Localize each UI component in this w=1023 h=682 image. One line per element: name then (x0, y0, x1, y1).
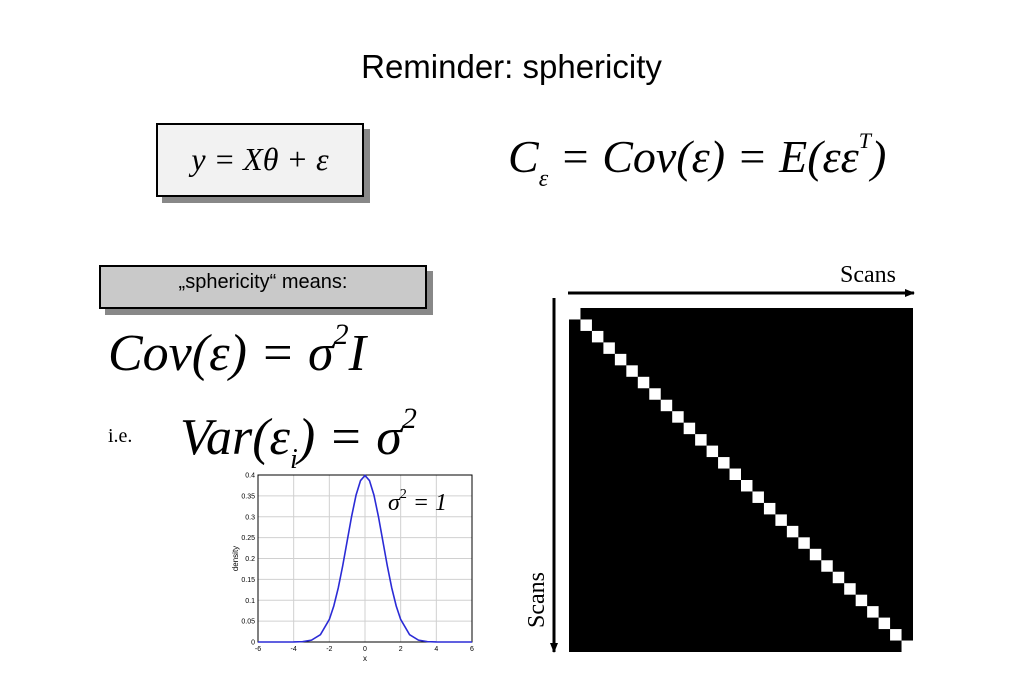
sigma-rest: = 1 (406, 490, 448, 516)
diagonal-cell (718, 457, 730, 469)
sph-identity: I (348, 325, 366, 382)
diagonal-cell (580, 319, 592, 331)
model-equation-box (156, 123, 364, 197)
sigma-base: σ (388, 490, 400, 516)
diagonal-cell (649, 388, 661, 400)
var-rest: ) = σ (297, 409, 402, 466)
y-tick-label: 0.35 (241, 493, 255, 500)
sph-superscript: 2 (333, 318, 349, 351)
diagonal-cell (786, 525, 799, 538)
diagonal-cell (798, 537, 810, 549)
y-tick-label: 0.25 (241, 535, 255, 542)
x-tick-label: 4 (434, 646, 438, 653)
x-axis-label: x (363, 654, 367, 663)
variance-equation: Var(εi) = σ2 (180, 402, 417, 476)
matrix-x-label: Scans (840, 262, 896, 288)
diagonal-cell (695, 434, 707, 446)
diagonal-cell (775, 514, 787, 526)
diagonal-cell (741, 480, 753, 492)
y-axis-label: density (231, 546, 240, 571)
y-tick-label: 0 (251, 640, 255, 647)
var-superscript: 2 (401, 402, 417, 435)
diagonal-cell (867, 606, 879, 618)
diagonal-cell (591, 330, 604, 343)
x-tick-label: -4 (291, 646, 297, 653)
sphericity-label: „sphericity“ means: (178, 271, 348, 293)
plot-ticks: -6 -4 -2 0 2 4 6 0 0.05 0.1 0.15 0.2 0.25 0.3 0.35 0.4 (241, 473, 474, 654)
cov-lhs: C (508, 131, 539, 182)
x-tick-label: -2 (326, 646, 332, 653)
diagonal-cell (603, 342, 615, 354)
density-curve (258, 474, 472, 643)
diagonal-cell (660, 399, 673, 412)
diagonal-cell (672, 411, 684, 423)
diagonal-cell (752, 491, 764, 503)
cov-rhs: = Cov(ε) = E(εε (548, 131, 859, 182)
diagonal-cell (855, 594, 868, 607)
cov-lhs-subscript: ε (538, 166, 549, 192)
y-tick-label: 0.4 (245, 473, 255, 480)
y-tick-label: 0.15 (241, 577, 255, 584)
diagonal-cell (614, 353, 627, 366)
diagonal-cell (844, 583, 856, 595)
var-main: Var(ε (180, 409, 291, 466)
y-tick-label: 0.3 (245, 514, 255, 521)
x-tick-label: 2 (399, 646, 403, 653)
diagonal-cell (878, 617, 891, 630)
cov-transpose-superscript: T (858, 128, 872, 153)
diagonal-cell (832, 571, 845, 584)
sph-main: Cov(ε) = σ (108, 325, 334, 382)
diagonal-cell (821, 560, 833, 572)
ie-label: i.e. (108, 425, 133, 447)
diagonal-cell (901, 640, 913, 652)
sphericity-equation: Cov(ε) = σ2I (108, 318, 366, 383)
diagonal-cell (809, 548, 822, 561)
sigma-note: σ2 = 1 (388, 487, 447, 517)
x-tick-label: -6 (255, 646, 261, 653)
x-tick-label: 0 (363, 646, 367, 653)
diagonal-cell (706, 445, 719, 458)
covariance-definition: Cε = Cov(ε) = E(εεT) (508, 128, 886, 193)
slide-title: Reminder: sphericity (361, 48, 662, 85)
diagonal-cell (569, 308, 581, 320)
matrix-y-label: Scans (524, 572, 550, 628)
model-equation: y = Xθ + ε (191, 141, 329, 177)
diagonal-cell (763, 502, 776, 515)
y-tick-label: 0.2 (245, 556, 255, 563)
diagonal-cell (683, 422, 696, 435)
covariance-matrix-figure: Scans Scans (524, 262, 915, 653)
diagonal-cell (626, 365, 638, 377)
matrix-diagonal (569, 308, 913, 652)
diagonal-cell (637, 376, 650, 389)
y-tick-label: 0.05 (241, 619, 255, 626)
density-plot: -6 -4 -2 0 2 4 600.050.10.150.20.250.30.350.4 … (231, 473, 474, 664)
cov-close-paren: ) (871, 131, 887, 182)
var-subscript: i (290, 444, 298, 475)
sigma-superscript: 2 (399, 487, 407, 502)
y-tick-label: 0.1 (245, 598, 255, 605)
diagonal-cell (729, 468, 741, 480)
diagonal-cell (890, 629, 902, 641)
x-tick-label: 6 (470, 646, 474, 653)
sphericity-label-box (99, 265, 427, 309)
